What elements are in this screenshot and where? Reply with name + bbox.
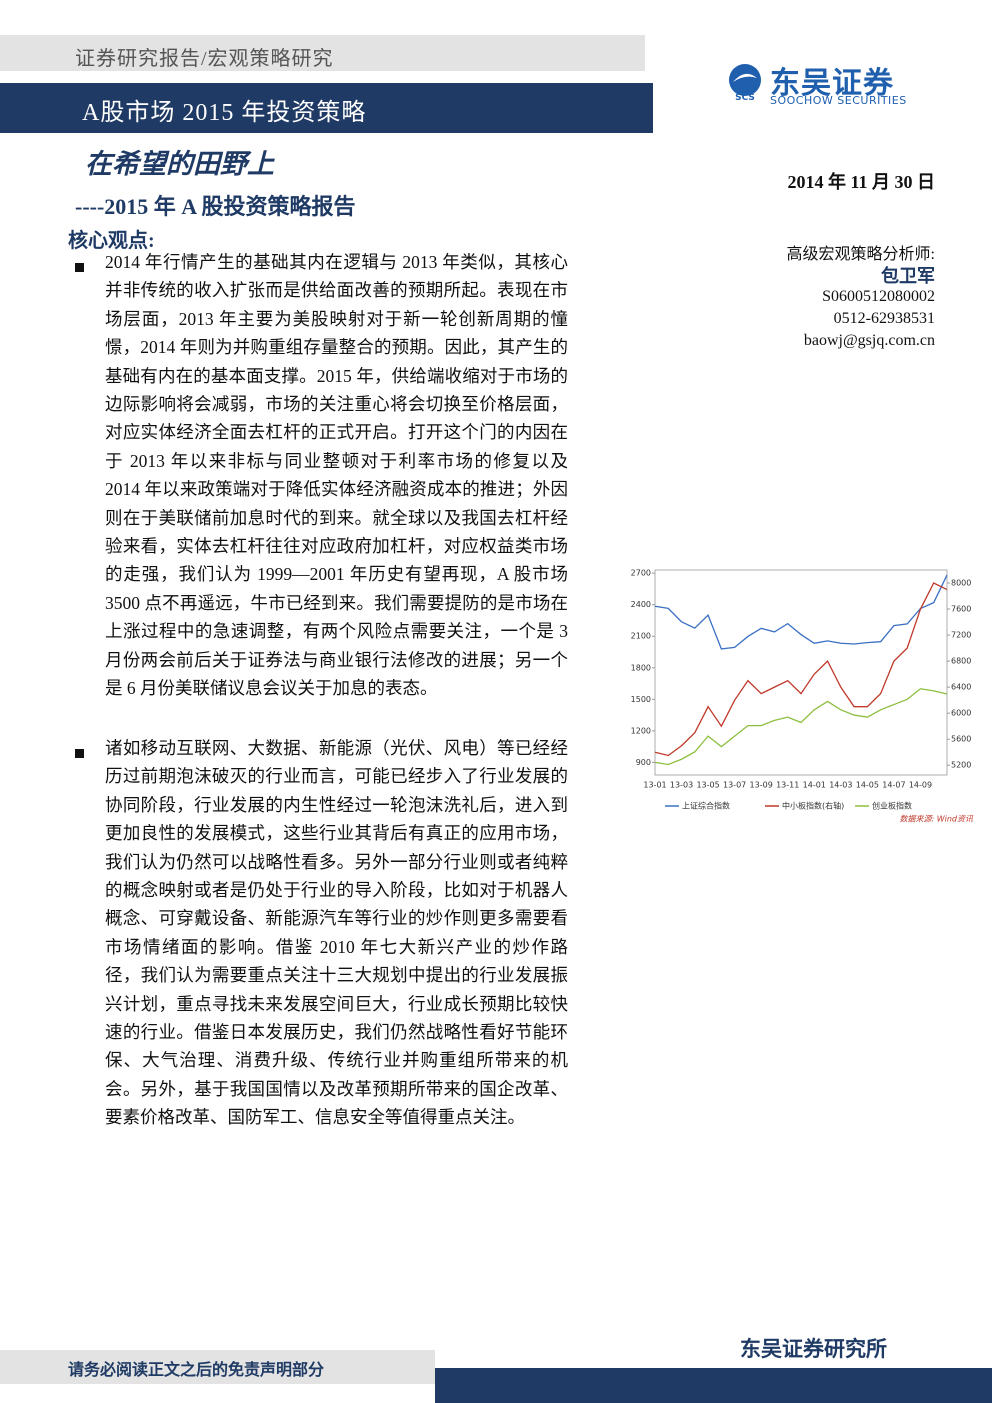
y-tick-label: 1800	[631, 663, 651, 672]
y2-tick-label: 6000	[951, 709, 971, 718]
y2-tick-label: 5600	[951, 735, 971, 744]
disclaimer: 请务必阅读正文之后的免责声明部分	[68, 1362, 325, 1379]
logo-name: 东吴证券	[770, 66, 894, 101]
footer-band	[435, 1368, 992, 1403]
date: 2014 年 11 月 30 日	[787, 172, 935, 192]
bullet-text: 2014 年行情产生的基础其内在逻辑与 2013 年类似，其核心并非传统的收入扩…	[105, 252, 568, 699]
bullet-marker	[75, 749, 84, 758]
y-tick-label: 2700	[631, 569, 651, 578]
source: 数据来源: Wind资讯	[899, 815, 974, 824]
series-line	[654, 582, 948, 757]
series-line	[654, 688, 948, 766]
y-tick-label: 2100	[631, 632, 651, 641]
legend-label: 中小板指数(右轴)	[782, 801, 844, 811]
y2-tick-label: 6800	[951, 657, 971, 666]
y2-tick-label: 8000	[951, 579, 971, 588]
chart: 900 1200 1500 1800 2100 2400 2700 5200 5600 6000 6…	[631, 569, 974, 824]
y2-tick-label: 7200	[951, 631, 971, 640]
top-bar	[0, 35, 645, 71]
analyst-name: 包卫军	[881, 266, 935, 286]
section-heading: 核心观点:	[68, 230, 155, 252]
analyst-role: 高级宏观策略分析师:	[786, 246, 935, 263]
category: 证券研究报告/宏观策略研究	[75, 48, 334, 70]
bullet-text: 诸如移动互联网、大数据、新能源（光伏、风电）等已经经历过前期泡沫破灭的行业而言，…	[105, 738, 568, 1128]
footer-bar	[0, 1350, 435, 1384]
analyst-license: S0600512080002	[822, 288, 935, 305]
series-line	[654, 574, 948, 650]
y-tick-label: 900	[636, 758, 651, 767]
legend-label: 上证综合指数	[682, 801, 730, 811]
logo-abbr: SCS	[735, 93, 755, 103]
y-tick-label: 1500	[631, 695, 651, 704]
x-tick-label: 14-07	[882, 781, 905, 790]
bullet-marker	[75, 263, 84, 272]
x-tick-label: 13-07	[723, 781, 746, 790]
y2-tick-label: 6400	[951, 683, 971, 692]
title: 在希望的田野上	[85, 149, 274, 179]
x-tick-label: 14-03	[829, 781, 852, 790]
x-tick-label: 14-01	[803, 781, 826, 790]
logo-icon: SCS	[729, 64, 761, 103]
y-tick-label: 1200	[631, 726, 651, 735]
analyst-phone: 0512-62938531	[833, 310, 935, 327]
plot-frame	[654, 569, 948, 776]
y2-tick-label: 5200	[951, 761, 971, 770]
banner-text: A股市场 2015 年投资策略	[82, 100, 367, 126]
x-tick-label: 14-05	[856, 781, 879, 790]
x-tick-label: 13-03	[670, 781, 693, 790]
x-tick-label: 13-09	[750, 781, 773, 790]
legend-label: 创业板指数	[872, 801, 912, 811]
banner	[0, 83, 653, 133]
y-tick-label: 2400	[631, 600, 651, 609]
x-tick-label: 13-11	[776, 781, 799, 790]
x-tick-label: 13-05	[696, 781, 719, 790]
institute: 东吴证券研究所	[740, 1337, 887, 1361]
y2-tick-label: 7600	[951, 605, 971, 614]
logo-english: SOOCHOW SECURITIES	[770, 94, 907, 107]
subtitle: ----2015 年 A 股投资策略报告	[75, 194, 356, 219]
x-tick-label: 14-09	[909, 781, 932, 790]
analyst-email: baowj@gsjq.com.cn	[803, 332, 935, 349]
x-tick-label: 13-01	[643, 781, 666, 790]
